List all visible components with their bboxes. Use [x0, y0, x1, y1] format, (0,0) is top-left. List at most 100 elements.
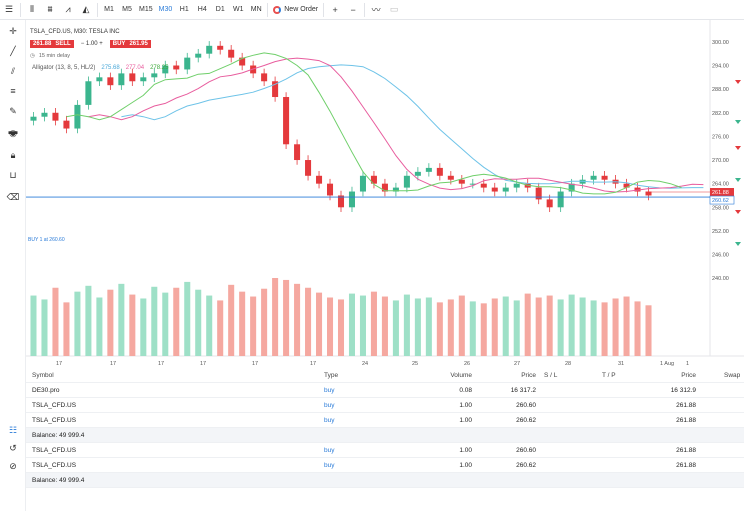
table-row[interactable]: DE30.pro buy 0.08 16 317.2 16 312.9 [26, 383, 744, 398]
volume-bar-down [524, 293, 531, 356]
x-tick-label: 17 [158, 361, 164, 367]
candle-body-up [96, 77, 103, 82]
header-type[interactable]: Type [324, 371, 339, 379]
quantity-up-icon[interactable]: + [99, 41, 103, 47]
buy-button[interactable]: BUY 261.95 [109, 40, 151, 48]
volume-bar-up [392, 300, 399, 356]
type-cell: buy [324, 401, 335, 409]
positions-list-icon[interactable]: ☷ [8, 424, 18, 435]
header-volume[interactable]: Volume [450, 371, 472, 379]
alert-marker-icon [735, 80, 741, 84]
header-price[interactable]: Price [521, 371, 536, 379]
channel-icon[interactable]: ⫽ [10, 65, 15, 76]
timeframe-d1[interactable]: D1 [215, 6, 225, 13]
candle-body-down [491, 187, 498, 192]
table-row[interactable]: TSLA_CFD.US buy 1.00 260.62 261.88 [26, 458, 744, 473]
position-line-label[interactable]: BUY 1 at 260.60 [28, 237, 65, 243]
type-cell: buy [324, 416, 335, 424]
alert-marker-icon [735, 242, 741, 246]
volume-bar-down [381, 296, 388, 356]
alert-marker-icon [735, 120, 741, 124]
magnet-icon[interactable]: ⊔ [9, 169, 17, 180]
line-chart-icon[interactable]: ⩘ [65, 4, 71, 14]
volume-bar-up [425, 297, 432, 356]
candle-body-up [590, 175, 597, 180]
screenshot-icon[interactable]: ▭ [389, 4, 399, 14]
header-tp[interactable]: T / P [602, 371, 616, 379]
bars-icon[interactable]: ⩩ [47, 4, 53, 14]
timeframe-m30[interactable]: M30 [158, 6, 173, 13]
candle-body-down [535, 187, 542, 200]
alligator-lips-line [66, 52, 682, 195]
trend-line-icon[interactable]: ╱ [10, 45, 16, 56]
candles-icon[interactable]: ⫴ [30, 4, 34, 14]
symbol-cell: TSLA_CFD.US [32, 461, 77, 469]
exposure-icon[interactable]: ⊘ [9, 460, 17, 471]
volume-bar-down [326, 297, 334, 356]
timeframe-h4[interactable]: H4 [197, 6, 207, 13]
timeframe-w1[interactable]: W1 [233, 6, 244, 13]
volume-bar-down [129, 294, 136, 356]
new-order-button[interactable]: New Order [270, 0, 321, 20]
table-row[interactable]: TSLA_CFD.US buy 1.00 260.60 261.88 [26, 398, 744, 413]
candle-body-down [546, 199, 553, 208]
table-row[interactable]: TSLA_CFD.US buy 1.00 260.60 261.88 [26, 443, 744, 458]
volume-bar-down [173, 287, 180, 356]
candle-body-up [502, 187, 509, 192]
quantity-stepper[interactable]: − 1.00 + [78, 41, 106, 47]
minus-icon[interactable]: − [350, 4, 356, 15]
candle-body-up [414, 171, 421, 176]
history-icon[interactable]: ↺ [9, 442, 17, 453]
volume-bar-down [634, 301, 641, 356]
sell-label: SELL [55, 41, 71, 47]
crosshair-icon[interactable]: ✛ [9, 25, 17, 36]
candle-body-up [568, 183, 575, 192]
timeframe-m5[interactable]: M5 [122, 6, 132, 13]
table-header: Symbol Type Volume Price S / L T / P Pri… [26, 368, 744, 383]
header-symbol[interactable]: Symbol [32, 371, 54, 379]
trash-icon[interactable]: ⌫ [6, 191, 20, 202]
timeframe-mn[interactable]: MN [250, 6, 262, 13]
y-tick-label: 282.00 [712, 111, 729, 117]
table-row[interactable]: TSLA_CFD.US buy 1.00 260.62 261.88 [26, 413, 744, 428]
candle-body-down [480, 183, 487, 188]
chart-canvas[interactable]: 300.00 294.00 288.00 282.00 276.00 270.00 264.… [26, 20, 744, 368]
header-swap[interactable]: Swap [724, 371, 741, 379]
price-chart[interactable]: 300.00 294.00 288.00 282.00 276.00 270.00 264.… [26, 20, 744, 368]
alligator-label: Alligator (13, 8, 5, HL/2) [32, 65, 96, 71]
ruler-icon[interactable]: ▬ [8, 126, 18, 136]
fibonacci-icon[interactable]: ≡ [10, 86, 16, 96]
current-price-cell: 261.88 [676, 446, 696, 454]
timeframe-h1[interactable]: H1 [179, 6, 189, 13]
volume-cell: 1.00 [459, 416, 472, 424]
brush-icon[interactable]: ✎ [9, 105, 17, 116]
candle-body-down [261, 73, 268, 82]
quantity-down-icon[interactable]: − [80, 41, 85, 47]
volume-bar-down [337, 299, 345, 356]
timeframe-m15[interactable]: M15 [139, 6, 153, 13]
timeframe-m1[interactable]: M1 [104, 6, 114, 13]
positions-table: Symbol Type Volume Price S / L T / P Pri… [26, 368, 744, 498]
candle-body-down [370, 175, 377, 184]
volume-bar-down [316, 292, 323, 356]
plus-icon[interactable]: + [332, 4, 338, 15]
alligator-row[interactable]: Alligator (13, 8, 5, HL/2) 275.68 277.04… [30, 62, 168, 74]
header-current-price[interactable]: Price [681, 371, 696, 379]
lock-icon[interactable]: 🔒︎ [10, 149, 16, 160]
balance-text: Balance: 49 999.4 [32, 431, 85, 439]
x-tick-label: 17 [56, 361, 62, 367]
header-sl[interactable]: S / L [544, 371, 558, 379]
alligator-teeth-value: 277.04 [125, 65, 145, 71]
current-price-cell: 261.88 [676, 401, 696, 409]
area-chart-icon[interactable]: ◭ [82, 4, 90, 14]
toolbar-divider [20, 2, 21, 17]
menu-icon[interactable]: ☰ [4, 4, 14, 14]
volume-cell: 1.00 [459, 446, 472, 454]
sell-button[interactable]: 261.88 SELL [30, 40, 74, 48]
volume-bar-up [96, 297, 103, 356]
candle-body-up [359, 175, 366, 192]
candle-body-up [41, 112, 48, 117]
candle-body-down [337, 195, 345, 208]
eye-icon[interactable]: ◉ [9, 127, 17, 138]
indicators-icon[interactable]: 〰 [371, 5, 381, 15]
